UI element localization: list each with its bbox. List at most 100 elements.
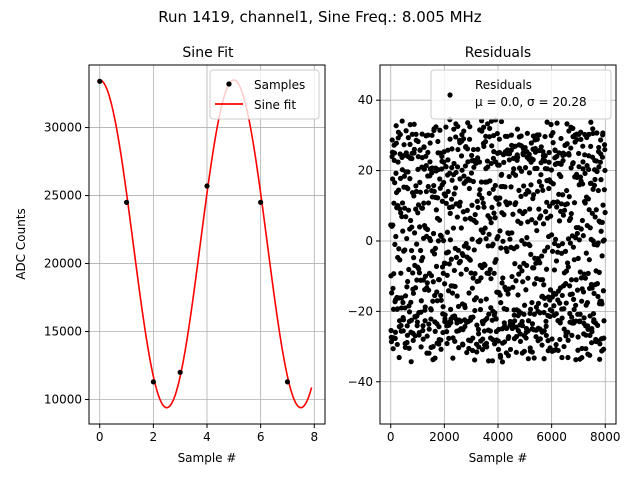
residual-point bbox=[434, 289, 440, 295]
residual-point bbox=[518, 220, 524, 226]
residual-point bbox=[470, 335, 476, 341]
residual-point bbox=[571, 306, 577, 313]
residual-point bbox=[559, 354, 565, 361]
residual-point bbox=[401, 142, 407, 148]
residual-point bbox=[464, 207, 470, 214]
sine-fit-curve-layer bbox=[99, 79, 313, 409]
sample-point bbox=[204, 183, 210, 189]
residual-point bbox=[520, 152, 526, 158]
residual-point bbox=[513, 333, 520, 340]
residual-point bbox=[545, 244, 551, 250]
residual-point bbox=[565, 337, 571, 343]
residual-point bbox=[470, 178, 476, 185]
residual-point bbox=[438, 233, 445, 240]
residual-point bbox=[439, 198, 445, 204]
residual-point bbox=[517, 331, 523, 337]
residual-point bbox=[587, 352, 593, 358]
residual-point bbox=[480, 200, 486, 206]
residual-point bbox=[489, 204, 495, 210]
residual-point bbox=[537, 310, 543, 316]
residual-point bbox=[449, 290, 456, 296]
residual-point bbox=[443, 200, 449, 206]
residual-point bbox=[453, 169, 459, 176]
residual-point bbox=[405, 169, 411, 175]
sine-fit-legend: Samples Sine fit bbox=[209, 69, 320, 120]
residual-point bbox=[466, 290, 472, 296]
residual-point bbox=[484, 315, 490, 322]
residual-point bbox=[403, 214, 409, 220]
sine-fit-line bbox=[99, 79, 313, 409]
residual-point bbox=[579, 217, 586, 224]
residual-point bbox=[524, 262, 530, 269]
residual-point bbox=[432, 355, 438, 361]
residual-point bbox=[546, 185, 552, 192]
residuals-axis-ticks: 0 2000 4000 6000 8000 −40 −20 0 20 40 bbox=[348, 93, 621, 444]
residual-point bbox=[575, 334, 581, 340]
residual-point bbox=[528, 182, 534, 188]
residual-point bbox=[601, 142, 608, 148]
residual-point bbox=[481, 124, 487, 130]
residual-point bbox=[475, 155, 481, 161]
residual-point bbox=[436, 341, 442, 347]
residual-point bbox=[488, 118, 495, 124]
residual-point bbox=[476, 344, 482, 350]
residual-point bbox=[472, 357, 478, 363]
residual-point bbox=[458, 225, 464, 231]
residual-point bbox=[503, 325, 510, 331]
residual-point bbox=[482, 139, 489, 145]
residual-point bbox=[457, 258, 463, 264]
residual-point bbox=[569, 291, 575, 297]
residual-point bbox=[529, 349, 535, 355]
residual-point bbox=[456, 345, 462, 351]
residual-point bbox=[580, 159, 586, 165]
residual-point bbox=[431, 182, 437, 189]
residual-point bbox=[497, 354, 504, 360]
residual-point bbox=[580, 233, 586, 239]
sine-fit-panel: Sine Fit 0 2 4 6 81000015000200002500030000 … bbox=[14, 45, 326, 465]
residual-point bbox=[553, 258, 560, 264]
residual-point bbox=[583, 250, 589, 256]
residual-point bbox=[430, 344, 436, 350]
residual-point bbox=[555, 249, 561, 255]
residual-point bbox=[558, 173, 564, 180]
sine-fit-xtick-label: 6 bbox=[257, 430, 265, 444]
residual-point bbox=[425, 132, 431, 138]
residual-point bbox=[556, 150, 562, 156]
residual-point bbox=[519, 268, 525, 274]
residual-point bbox=[415, 210, 421, 216]
residual-point bbox=[429, 170, 435, 176]
residual-point bbox=[600, 202, 606, 208]
residual-point bbox=[524, 235, 530, 241]
residual-point bbox=[498, 300, 504, 306]
residual-point bbox=[526, 151, 532, 157]
residual-point bbox=[472, 270, 478, 277]
residual-point bbox=[449, 165, 455, 171]
sine-fit-xtick-label: 2 bbox=[150, 430, 158, 444]
residual-point bbox=[589, 329, 595, 335]
residual-point bbox=[438, 337, 444, 343]
residuals-points-layer bbox=[388, 117, 608, 365]
residual-point bbox=[447, 237, 454, 243]
residual-point bbox=[425, 200, 432, 206]
residual-point bbox=[481, 204, 487, 210]
residual-point bbox=[414, 277, 420, 283]
residual-point bbox=[600, 130, 606, 136]
residual-point bbox=[562, 151, 568, 157]
residual-point bbox=[531, 355, 537, 361]
residual-point bbox=[514, 244, 520, 250]
residual-point bbox=[523, 335, 529, 341]
residual-point bbox=[564, 141, 570, 147]
sine-fit-ytick-label: 10000 bbox=[44, 393, 82, 407]
residual-point bbox=[582, 170, 588, 177]
residual-point bbox=[521, 311, 527, 317]
residual-point bbox=[449, 204, 455, 210]
residual-point bbox=[390, 346, 396, 352]
residual-point bbox=[577, 318, 583, 324]
residual-point bbox=[488, 220, 494, 226]
residual-point bbox=[552, 240, 558, 247]
residual-point bbox=[427, 159, 433, 165]
residual-point bbox=[528, 251, 534, 257]
residual-point bbox=[446, 335, 452, 341]
residual-point bbox=[400, 228, 406, 234]
residual-point bbox=[476, 159, 483, 165]
